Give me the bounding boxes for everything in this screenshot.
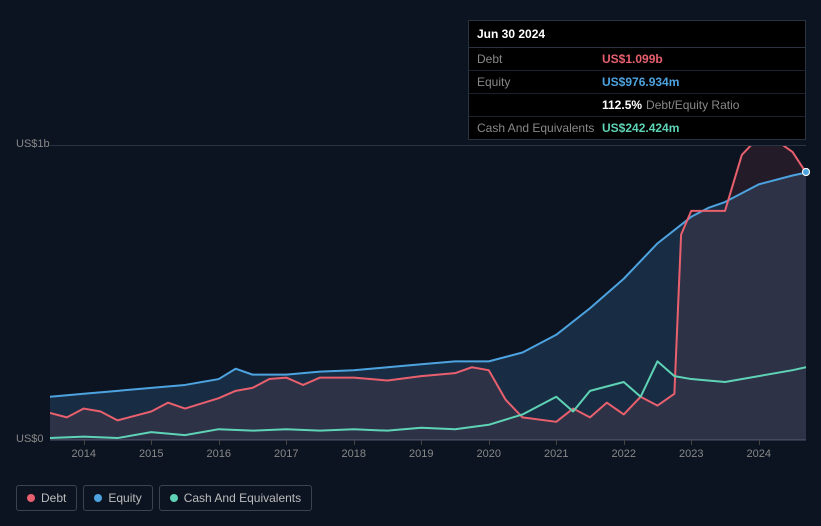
x-axis-label: 2021	[544, 448, 568, 460]
legend-dot-icon	[170, 494, 178, 502]
x-axis-label: 2016	[207, 448, 231, 460]
x-axis-label: 2019	[409, 448, 433, 460]
tooltip-row: 112.5%Debt/Equity Ratio	[469, 94, 805, 117]
tooltip-value: US$242.424m	[602, 121, 679, 135]
tooltip-date: Jun 30 2024	[469, 21, 805, 48]
legend-item-cash-and-equivalents[interactable]: Cash And Equivalents	[159, 485, 312, 511]
legend-label: Equity	[108, 491, 141, 505]
tooltip-row: DebtUS$1.099b	[469, 48, 805, 71]
x-axis-label: 2015	[139, 448, 163, 460]
tooltip-label: Cash And Equivalents	[477, 121, 602, 135]
legend-dot-icon	[27, 494, 35, 502]
tooltip-ratio: 112.5%Debt/Equity Ratio	[602, 98, 739, 112]
tooltip-value: US$1.099b	[602, 52, 663, 66]
tooltip-value: US$976.934m	[602, 75, 679, 89]
legend-item-debt[interactable]: Debt	[16, 485, 77, 511]
x-axis-label: 2020	[477, 448, 501, 460]
chart-svg	[50, 146, 806, 441]
debt-equity-chart: US$1bUS$0 201420152016201720182019202020…	[16, 120, 806, 450]
x-axis-label: 2014	[72, 448, 96, 460]
end-marker-equity	[802, 168, 810, 176]
chart-tooltip: Jun 30 2024 DebtUS$1.099bEquityUS$976.93…	[468, 20, 806, 140]
x-axis-label: 2023	[679, 448, 703, 460]
tooltip-row: Cash And EquivalentsUS$242.424m	[469, 117, 805, 139]
legend-label: Debt	[41, 491, 66, 505]
x-axis-label: 2018	[342, 448, 366, 460]
tooltip-label	[477, 98, 602, 112]
chart-legend: Debt Equity Cash And Equivalents	[16, 485, 312, 511]
chart-plot-area[interactable]	[50, 145, 806, 440]
legend-dot-icon	[94, 494, 102, 502]
tooltip-label: Debt	[477, 52, 602, 66]
x-axis-label: 2022	[612, 448, 636, 460]
tooltip-label: Equity	[477, 75, 602, 89]
x-axis-labels: 2014 2015 2016 2017 2018 2019 2020 2021 2022 2023…	[50, 448, 806, 468]
legend-label: Cash And Equivalents	[184, 491, 301, 505]
x-axis-label: 2017	[274, 448, 298, 460]
legend-item-equity[interactable]: Equity	[83, 485, 152, 511]
tooltip-row: EquityUS$976.934m	[469, 71, 805, 94]
x-axis-label: 2024	[747, 448, 771, 460]
